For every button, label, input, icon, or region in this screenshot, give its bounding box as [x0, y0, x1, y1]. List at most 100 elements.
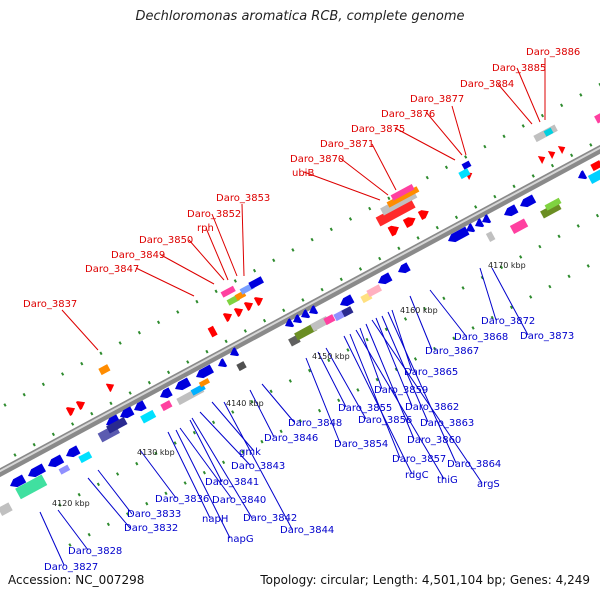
reverse-label-leader [57, 509, 89, 551]
gene-label-daro-3875[interactable]: Daro_3875 [351, 124, 405, 135]
gene-label-daro-3870[interactable]: Daro_3870 [290, 154, 344, 165]
track-dot-lower-outer [202, 470, 206, 475]
gene-label-daro-3855[interactable]: Daro_3855 [338, 403, 392, 414]
reverse-label-leader [343, 335, 413, 475]
gene-label-args[interactable]: argS [477, 479, 500, 490]
reverse-gene-arrow [578, 170, 588, 180]
gene-label-daro-3848[interactable]: Daro_3848 [288, 418, 342, 429]
track-dot-upper-outer [329, 227, 333, 232]
track-dot-lower-inner [211, 420, 216, 425]
gene-label-daro-3877[interactable]: Daro_3877 [410, 94, 464, 105]
track-dot-lower-inner [538, 244, 542, 249]
gene-label-daro-3836[interactable]: Daro_3836 [155, 494, 209, 505]
gene-label-daro-3846[interactable]: Daro_3846 [264, 433, 318, 444]
gene-label-rph[interactable]: rph [197, 223, 214, 234]
gene-label-daro-3850[interactable]: Daro_3850 [139, 235, 193, 246]
gene-label-daro-3867[interactable]: Daro_3867 [425, 346, 479, 357]
track-dot-upper-outer [99, 351, 103, 356]
track-dot-upper-outer [80, 361, 84, 366]
track-dot-upper-outer [598, 82, 600, 87]
gene-label-daro-3886[interactable]: Daro_3886 [526, 47, 580, 58]
track-dot-lower-outer [106, 522, 110, 527]
gene-block-pink [594, 112, 600, 124]
gene-label-daro-3865[interactable]: Daro_3865 [404, 367, 458, 378]
gene-label-daro-3857[interactable]: Daro_3857 [392, 454, 446, 465]
track-dot-lower-inner [307, 368, 312, 373]
track-dot-upper-inner [339, 277, 343, 282]
label-leader-lines [39, 58, 546, 566]
reverse-gene-arrow [504, 204, 519, 217]
track-dot-lower-outer [413, 357, 418, 361]
reverse-label-leader [479, 267, 497, 321]
reverse-label-leader [491, 267, 529, 336]
track-dot-upper-outer [502, 134, 506, 139]
gene-label-daro-3840[interactable]: Daro_3840 [212, 495, 266, 506]
gene-label-daro-3854[interactable]: Daro_3854 [334, 439, 388, 450]
gene-label-thig[interactable]: thiG [437, 475, 458, 486]
track-dot-lower-outer [356, 388, 360, 392]
gene-label-napg[interactable]: napG [227, 534, 254, 545]
gene-label-daro-3868[interactable]: Daro_3868 [454, 332, 508, 343]
gene-label-daro-3863[interactable]: Daro_3863 [420, 418, 474, 429]
reverse-gene-arrow [160, 387, 173, 399]
track-dot-lower-outer [452, 336, 456, 341]
gene-label-daro-3832[interactable]: Daro_3832 [124, 523, 178, 534]
gene-label-daro-3873[interactable]: Daro_3873 [520, 331, 574, 342]
gene-label-ubib[interactable]: ubiB [292, 168, 314, 179]
gene-label-daro-3844[interactable]: Daro_3844 [280, 525, 334, 536]
track-dot-lower-inner [327, 358, 331, 363]
gene-label-daro-3876[interactable]: Daro_3876 [381, 109, 435, 120]
reverse-label-leader [365, 323, 415, 440]
gene-label-daro-3885[interactable]: Daro_3885 [492, 63, 546, 74]
gene-label-daro-3856[interactable]: Daro_3856 [358, 415, 412, 426]
gene-label-daro-3841[interactable]: Daro_3841 [205, 477, 259, 488]
track-dot-upper-inner [147, 380, 151, 385]
track-dot-lower-outer [567, 274, 571, 279]
gene-label-daro-3843[interactable]: Daro_3843 [231, 461, 285, 472]
track-dot-lower-outer [183, 481, 187, 485]
gene-label-daro-3853[interactable]: Daro_3853 [216, 193, 270, 204]
gene-label-daro-3842[interactable]: Daro_3842 [243, 513, 297, 524]
track-dot-upper-outer [195, 299, 199, 304]
track-dot-lower-outer [471, 326, 475, 330]
gene-label-daro-3884[interactable]: Daro_3884 [460, 79, 514, 90]
gene-label-daro-3872[interactable]: Daro_3872 [481, 316, 535, 327]
track-dot-upper-inner [224, 339, 228, 344]
gene-label-daro-3827[interactable]: Daro_3827 [44, 562, 98, 573]
track-dot-upper-inner [243, 329, 247, 333]
forward-label-leader [61, 309, 99, 351]
gene-label-naph[interactable]: napH [202, 514, 228, 525]
track-dot-upper-outer [156, 320, 161, 325]
reverse-gene-arrow [309, 305, 319, 315]
gene-label-daro-3833[interactable]: Daro_3833 [127, 509, 181, 520]
track-dot-upper-inner [262, 318, 267, 323]
track-dot-upper-inner [32, 442, 36, 447]
track-dot-lower-inner [557, 234, 561, 239]
gene-label-gmk[interactable]: gmk [239, 447, 261, 458]
gene-label-daro-3864[interactable]: Daro_3864 [447, 459, 501, 470]
track-dot-lower-outer [260, 439, 264, 444]
gene-label-daro-3847[interactable]: Daro_3847 [85, 264, 139, 275]
gene-label-daro-3849[interactable]: Daro_3849 [111, 250, 165, 261]
reverse-gene-arrow [448, 226, 470, 243]
reverse-gene-block [461, 160, 472, 170]
gene-label-daro-3860[interactable]: Daro_3860 [407, 435, 461, 446]
track-dot-upper-inner [570, 153, 574, 158]
forward-gene-arrow [222, 313, 233, 322]
gene-label-daro-3862[interactable]: Daro_3862 [405, 402, 459, 413]
track-dot-lower-outer [87, 532, 91, 537]
track-dot-lower-outer [241, 450, 245, 454]
gene-label-daro-3859[interactable]: Daro_3859 [374, 385, 428, 396]
gene-label-rdgc[interactable]: rdgC [405, 470, 429, 481]
gene-label-daro-3837[interactable]: Daro_3837 [23, 299, 77, 310]
gene-label-daro-3852[interactable]: Daro_3852 [187, 209, 241, 220]
track-dot-upper-outer [272, 258, 276, 263]
track-dot-lower-inner [384, 327, 388, 332]
gene-block-cyan [140, 409, 157, 424]
gene-block-lavender [58, 464, 71, 475]
gene-label-daro-3828[interactable]: Daro_3828 [68, 546, 122, 557]
track-dot-lower-inner [58, 503, 62, 507]
gene-label-daro-3871[interactable]: Daro_3871 [320, 139, 374, 150]
track-dot-lower-outer [279, 429, 283, 434]
track-dot-upper-inner [166, 370, 171, 375]
